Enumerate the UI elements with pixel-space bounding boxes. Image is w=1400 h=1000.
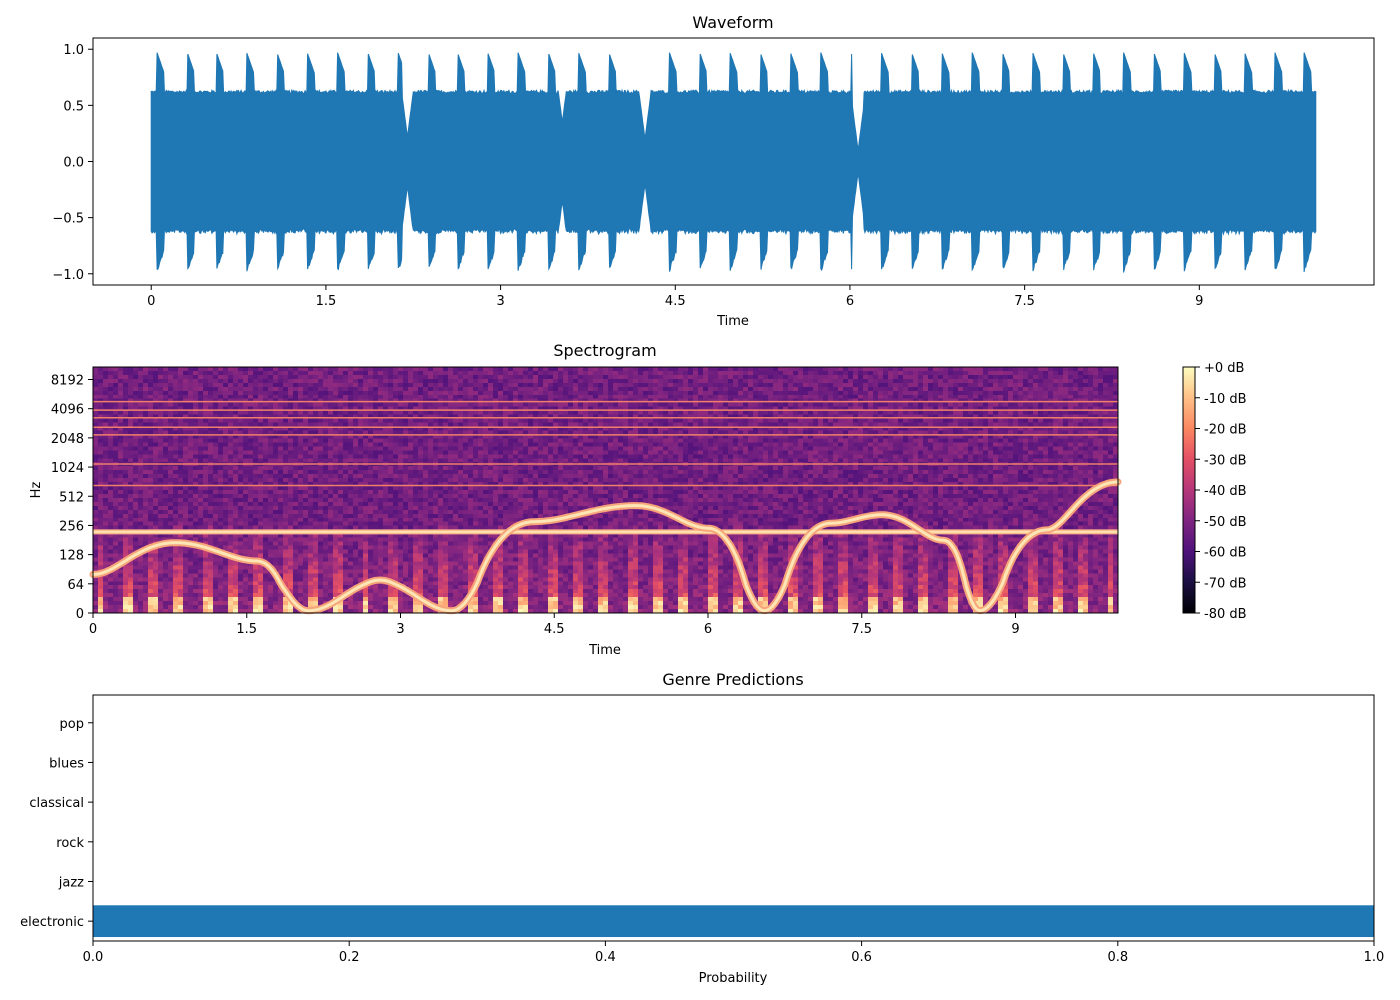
spectrogram-axes-frame: [92, 366, 1119, 614]
spectrogram-panel: Spectrogram 0 1.5 3 4.5 6 7.5 9 0 64 128 256 512 10…: [29, 341, 1247, 658]
colorbar-tick-label: -40 dB: [1204, 484, 1247, 499]
waveform-x-tick-label: 1.5: [316, 294, 337, 309]
waveform-trace: [150, 52, 1317, 273]
waveform-title: Waveform: [692, 13, 773, 32]
genre-x-tick-label: 0.4: [595, 950, 616, 965]
genre-x-tick-label: 0.6: [851, 950, 872, 965]
colorbar-tick-label: +0 dB: [1204, 361, 1244, 376]
spectrogram-title: Spectrogram: [553, 341, 656, 360]
spectrogram-x-tick-label: 6: [704, 622, 712, 637]
genre-bar: [93, 905, 1374, 938]
waveform-y-tick-label: 0.5: [63, 99, 84, 114]
spectrogram-x-tick-label: 3: [396, 622, 404, 637]
spectrogram-x-ticks: 0 1.5 3 4.5 6 7.5 9: [89, 613, 1020, 637]
spectrogram-heatmap: [93, 367, 1118, 613]
spectrogram-x-tick-label: 9: [1011, 622, 1019, 637]
genre-axes-frame: [92, 694, 1375, 942]
waveform-y-tick-label: 0.0: [63, 156, 84, 171]
spectrogram-y-ticks: 0 64 128 256 512 1024 2048 4096 8192: [51, 374, 93, 622]
waveform-y-tick-label: −0.5: [52, 212, 84, 227]
genre-x-tick-label: 0.2: [339, 950, 360, 965]
spectrogram-harmonics: [89, 400, 1122, 615]
waveform-x-axis-label: Time: [716, 314, 749, 329]
spectrogram-image: [93, 367, 1118, 613]
genre-category-label: classical: [29, 796, 84, 811]
waveform-y-ticks: −1.0 −0.5 0.0 0.5 1.0: [52, 43, 93, 283]
spectrogram-y-tick-label: 64: [67, 578, 84, 593]
spectrogram-y-axis-label: Hz: [29, 482, 44, 499]
spectrogram-x-tick-label: 7.5: [851, 622, 872, 637]
waveform-x-tick-label: 9: [1195, 294, 1203, 309]
genre-x-tick-label: 0.0: [83, 950, 104, 965]
spectrogram-y-tick-label: 0: [76, 607, 84, 622]
waveform-x-tick-label: 3: [496, 294, 504, 309]
genre-category-label: electronic: [20, 915, 84, 930]
spectrogram-x-tick-label: 4.5: [544, 622, 565, 637]
waveform-y-tick-label: 1.0: [63, 43, 84, 58]
waveform-x-tick-label: 4.5: [665, 294, 686, 309]
genre-category-label: pop: [60, 717, 84, 732]
spectrogram-x-axis-label: Time: [588, 643, 621, 658]
spectrogram-x-tick-label: 1.5: [236, 622, 257, 637]
genre-category-label: jazz: [58, 875, 84, 890]
genre-panel: Genre Predictions 0.0 0.2 0.4 0.6 0.8 1.0 pop…: [20, 670, 1384, 986]
waveform-x-ticks: 0 1.5 3 4.5 6 7.5 9: [147, 285, 1203, 309]
colorbar-gradient: [1182, 366, 1196, 614]
spectrogram-y-tick-label: 2048: [51, 432, 84, 447]
colorbar-tick-label: -20 dB: [1204, 423, 1247, 438]
spectrogram-colorbar: +0 dB -10 dB -20 dB -30 dB -40 dB -50 dB -60 d…: [1182, 361, 1247, 622]
spectrogram-y-tick-label: 1024: [51, 461, 84, 476]
genre-y-ticks: pop blues classical rock jazz electronic: [20, 717, 93, 930]
spectrogram-y-tick-label: 128: [59, 549, 84, 564]
genre-category-label: blues: [49, 756, 84, 771]
waveform-panel: Waveform 0 1.5 3 4.5 6 7.5 9 −1.0 −0.5 0.0 0.5 1.0…: [52, 13, 1375, 329]
genre-x-ticks: 0.0 0.2 0.4 0.6 0.8 1.0: [83, 941, 1385, 965]
colorbar-tick-label: -50 dB: [1204, 515, 1247, 530]
genre-x-axis-label: Probability: [699, 971, 768, 986]
spectrogram-x-tick-label: 0: [89, 622, 97, 637]
waveform-x-tick-label: 6: [846, 294, 854, 309]
sweep-line: [91, 480, 1120, 613]
waveform-x-tick-label: 7.5: [1014, 294, 1035, 309]
waveform-plot: [150, 52, 1317, 273]
spectrogram-y-tick-label: 512: [59, 490, 84, 505]
genre-x-tick-label: 0.8: [1107, 950, 1128, 965]
genre-category-label: rock: [56, 836, 84, 851]
colorbar-tick-label: -10 dB: [1204, 392, 1247, 407]
genre-title: Genre Predictions: [662, 670, 803, 689]
genre-bars: [93, 905, 1374, 938]
colorbar-tick-label: -60 dB: [1204, 546, 1247, 561]
waveform-y-tick-label: −1.0: [52, 268, 84, 283]
colorbar-tick-label: -30 dB: [1204, 453, 1247, 468]
spectrogram-y-tick-label: 4096: [51, 403, 84, 418]
spectrogram-y-tick-label: 256: [59, 519, 84, 534]
genre-x-tick-label: 1.0: [1364, 950, 1385, 965]
waveform-x-tick-label: 0: [147, 294, 155, 309]
colorbar-tick-label: -80 dB: [1204, 607, 1247, 622]
spectrogram-y-tick-label: 8192: [51, 374, 84, 389]
colorbar-tick-label: -70 dB: [1204, 576, 1247, 591]
